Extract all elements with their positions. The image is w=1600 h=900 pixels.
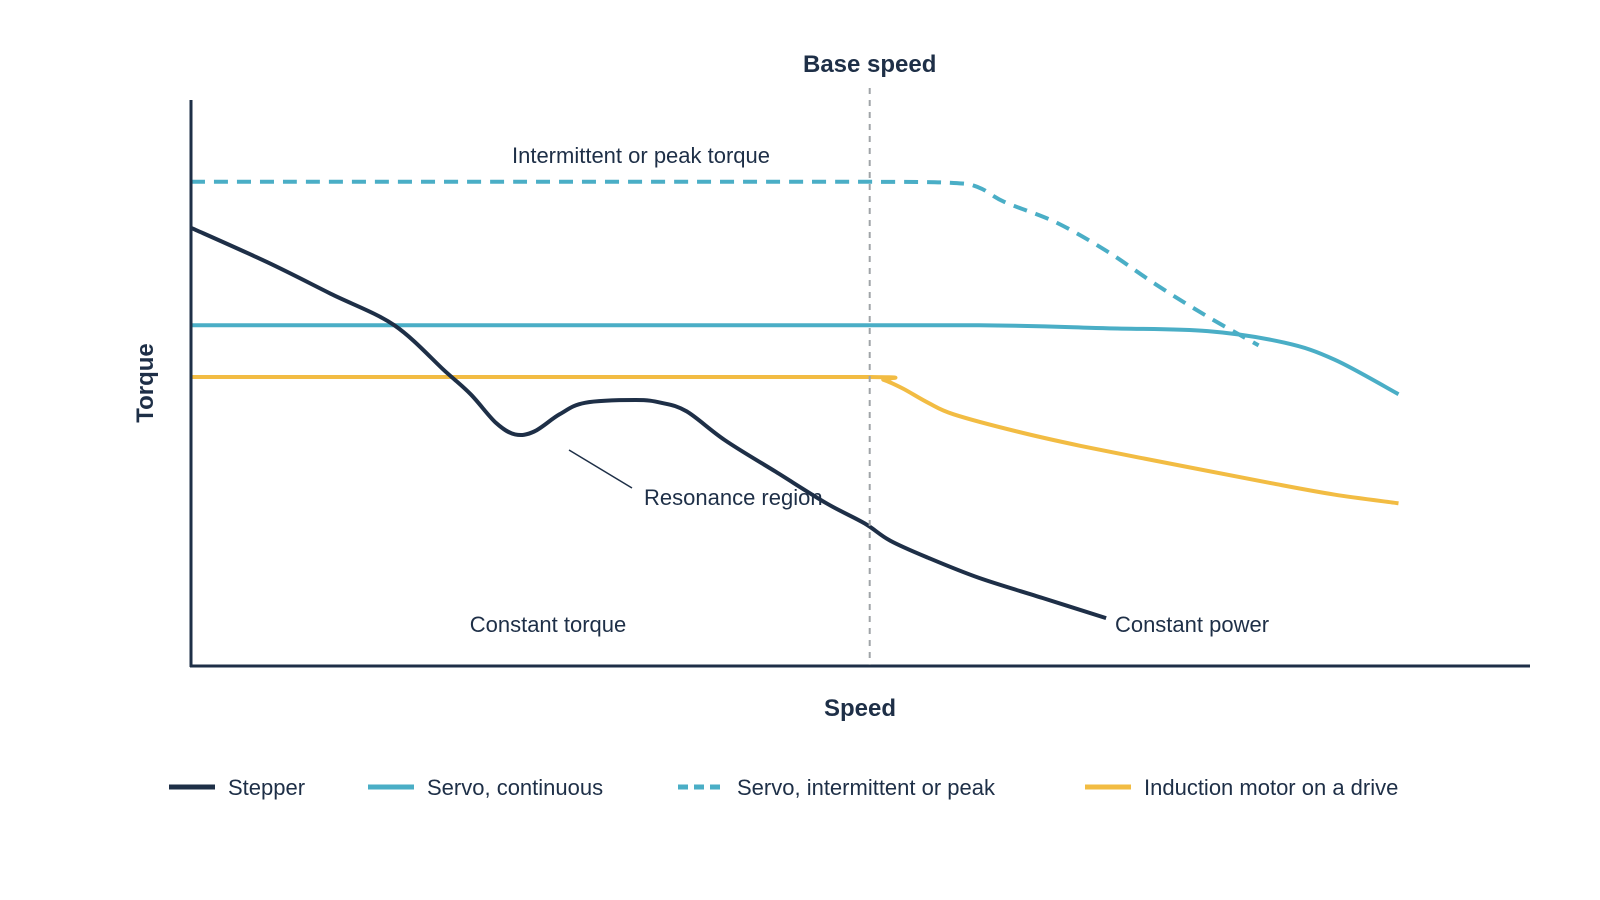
legend-label-stepper: Stepper — [228, 775, 305, 800]
y-axis-title: Torque — [132, 343, 159, 423]
annotation-resonance-region: Resonance region — [644, 485, 823, 510]
annotation-peak-torque: Intermittent or peak torque — [512, 143, 770, 168]
annotation-constant-torque: Constant torque — [470, 612, 627, 637]
legend-label-servo-intermittent: Servo, intermittent or peak — [737, 775, 996, 800]
resonance-leader-line — [568, 449, 633, 489]
x-axis-title: Speed — [824, 695, 896, 722]
legend: Stepper Servo, continuous Servo, intermi… — [169, 775, 1398, 800]
series-line-servo-continuous — [190, 323, 1400, 396]
legend-label-induction-motor: Induction motor on a drive — [1144, 775, 1398, 800]
annotation-constant-power: Constant power — [1115, 612, 1269, 637]
legend-label-servo-continuous: Servo, continuous — [427, 775, 603, 800]
base-speed-label: Base speed — [803, 51, 936, 78]
series-layer — [190, 179, 1400, 621]
series-line-stepper — [190, 225, 1107, 621]
series-line-servo-intermittent — [191, 179, 1260, 348]
series-line-induction-motor — [191, 374, 1399, 506]
